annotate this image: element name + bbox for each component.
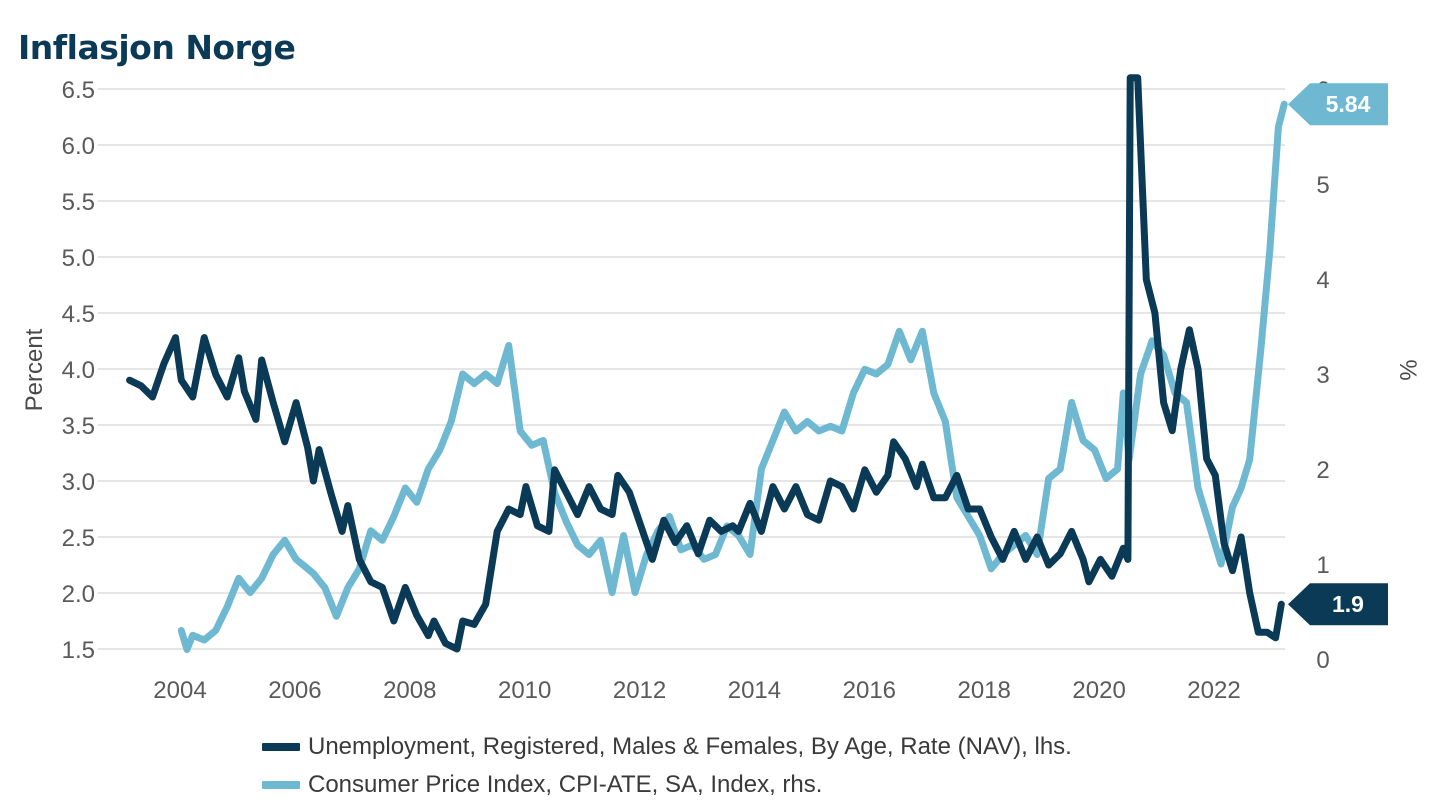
y-tick-right: 5: [1316, 172, 1329, 199]
y-tick-left: 4.5: [62, 301, 95, 328]
x-tick: 2008: [383, 677, 436, 704]
last-value-tag: 5.84: [1288, 83, 1388, 126]
y-tick-right: 2: [1316, 457, 1329, 484]
y-tick-right: 4: [1316, 267, 1329, 294]
x-axis: 2004 2006 2008 2010 2012 2014 2016 2018 2020 2022: [153, 677, 1240, 704]
series-line-unemployment: [126, 74, 1285, 653]
x-tick: 2006: [268, 677, 321, 704]
legend-label-cpi: Consumer Price Index, CPI-ATE, SA, Index…: [308, 771, 823, 798]
y-tick-left: 2.0: [62, 581, 95, 608]
y-tick-right: 3: [1316, 362, 1329, 389]
y-axis-right-label: %: [1394, 359, 1421, 380]
y-tick-left: 2.5: [62, 525, 95, 552]
y-tick-left: 3.5: [62, 413, 95, 440]
y-tick-left: 6.5: [62, 77, 95, 104]
x-tick: 2022: [1187, 677, 1240, 704]
legend-label-unemployment: Unemployment, Registered, Males & Female…: [308, 733, 1072, 760]
last-value-tag-text: 1.9: [1332, 591, 1364, 617]
y-tick-left: 6.0: [62, 133, 95, 160]
y-tick-left: 1.5: [62, 637, 95, 664]
x-tick: 2016: [843, 677, 896, 704]
series-layer: [126, 74, 1288, 653]
chart-area: 1.52.02.53.03.54.04.55.05.56.06.5 012345…: [21, 74, 1421, 704]
x-tick: 2018: [958, 677, 1011, 704]
y-tick-right: 1: [1316, 552, 1329, 579]
y-tick-left: 5.0: [62, 245, 95, 272]
x-tick: 2012: [613, 677, 666, 704]
x-tick: 2010: [498, 677, 551, 704]
last-value-tag: 1.9: [1288, 583, 1388, 626]
y-axis-left: 1.5 2.0 2.5 3.0 3.5 4.0 4.5 5.0 5.5 6.0 6.5: [62, 77, 95, 664]
y-tick-right: 0: [1316, 647, 1329, 674]
x-tick: 2020: [1072, 677, 1125, 704]
last-value-tags: 5.84 1.9: [1288, 83, 1388, 626]
x-tick: 2014: [728, 677, 781, 704]
legend-item-cpi: Consumer Price Index, CPI-ATE, SA, Index…: [262, 766, 1072, 804]
series-line-cpi: [177, 100, 1288, 653]
chart-title: Inflasjon Norge: [18, 28, 296, 67]
y-axis-left-label: Percent: [21, 328, 48, 411]
last-value-tag-shape: [1288, 83, 1388, 126]
last-value-tag-shape: [1288, 583, 1388, 626]
y-tick-left: 5.5: [62, 189, 95, 216]
legend-item-unemployment: Unemployment, Registered, Males & Female…: [262, 728, 1072, 766]
y-tick-left: 4.0: [62, 357, 95, 384]
legend-swatch-unemployment: [262, 743, 300, 751]
legend: Unemployment, Registered, Males & Female…: [262, 728, 1072, 804]
legend-swatch-cpi: [262, 781, 300, 789]
x-tick: 2004: [153, 677, 206, 704]
last-value-tag-text: 5.84: [1326, 91, 1371, 117]
y-tick-left: 3.0: [62, 469, 95, 496]
